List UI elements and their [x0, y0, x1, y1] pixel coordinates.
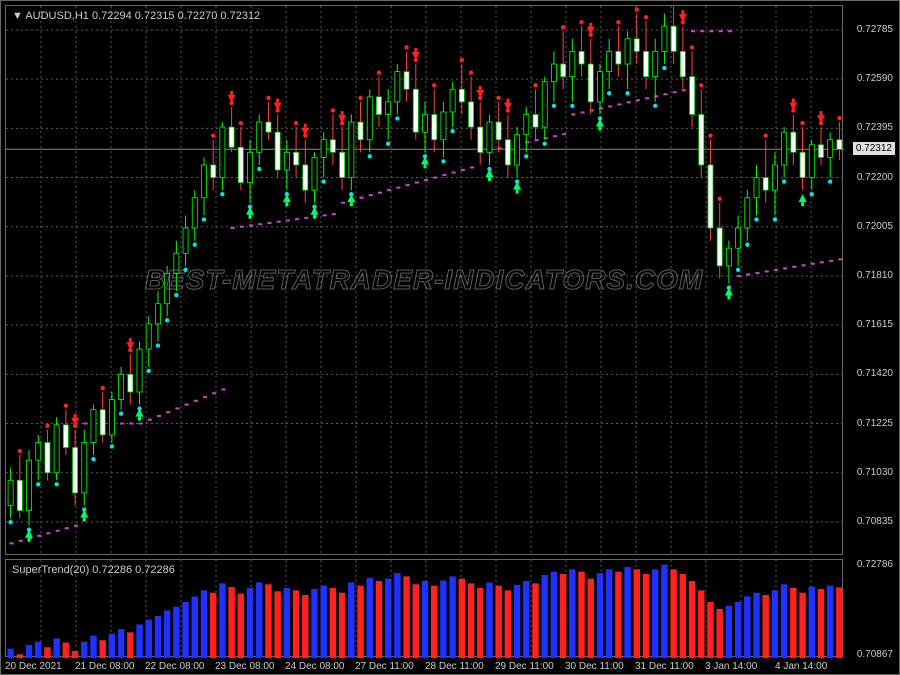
y-tick-label: 0.72005 — [857, 221, 893, 232]
main-chart-title: ▼ AUDUSD,H1 0.72294 0.72315 0.72270 0.72… — [12, 10, 260, 22]
x-tick-label: 20 Dec 2021 — [5, 661, 62, 672]
main-price-chart[interactable]: ▼ AUDUSD,H1 0.72294 0.72315 0.72270 0.72… — [5, 5, 843, 555]
y-tick-label: 0.71225 — [857, 418, 893, 429]
x-tick-label: 29 Dec 11:00 — [495, 661, 554, 672]
x-tick-label: 24 Dec 08:00 — [285, 661, 345, 672]
x-tick-label: 21 Dec 08:00 — [75, 661, 135, 672]
y-tick-label: 0.72785 — [857, 24, 893, 35]
y-axis: 0.72785 0.72590 0.72395 0.72200 0.72005 0.718… — [843, 5, 895, 657]
x-tick-label: 30 Dec 11:00 — [565, 661, 624, 672]
y-tick-label: 0.71420 — [857, 368, 893, 379]
x-tick-label: 4 Jan 14:00 — [775, 661, 827, 672]
watermark-text: BEST-METATRADER-INDICATORS.COM — [145, 264, 703, 296]
x-axis: 20 Dec 2021 21 Dec 08:00 22 Dec 08:00 23 De… — [5, 658, 843, 672]
y-tick-label: 0.71810 — [857, 270, 893, 281]
y-tick-label: 0.72200 — [857, 172, 893, 183]
x-tick-label: 23 Dec 08:00 — [215, 661, 275, 672]
x-tick-label: 28 Dec 11:00 — [425, 661, 484, 672]
indicator-sub-chart[interactable]: SuperTrend(20) 0.72286 0.72286 — [5, 559, 843, 657]
sub-y-tick-label: 0.70867 — [857, 649, 893, 660]
sub-chart-title: SuperTrend(20) 0.72286 0.72286 — [12, 564, 175, 576]
y-tick-label: 0.72395 — [857, 122, 893, 133]
x-tick-label: 3 Jan 14:00 — [705, 661, 757, 672]
sub-y-tick-label: 0.72786 — [857, 559, 893, 570]
chart-container: ▼ AUDUSD,H1 0.72294 0.72315 0.72270 0.72… — [0, 0, 900, 675]
y-tick-label: 0.71615 — [857, 319, 893, 330]
x-tick-label: 31 Dec 11:00 — [635, 661, 694, 672]
y-tick-label: 0.70835 — [857, 516, 893, 527]
x-tick-label: 22 Dec 08:00 — [145, 661, 205, 672]
current-price-badge: 0.72312 — [853, 142, 895, 155]
y-tick-label: 0.72590 — [857, 73, 893, 84]
x-tick-label: 27 Dec 11:00 — [355, 661, 414, 672]
y-tick-label: 0.71030 — [857, 467, 893, 478]
